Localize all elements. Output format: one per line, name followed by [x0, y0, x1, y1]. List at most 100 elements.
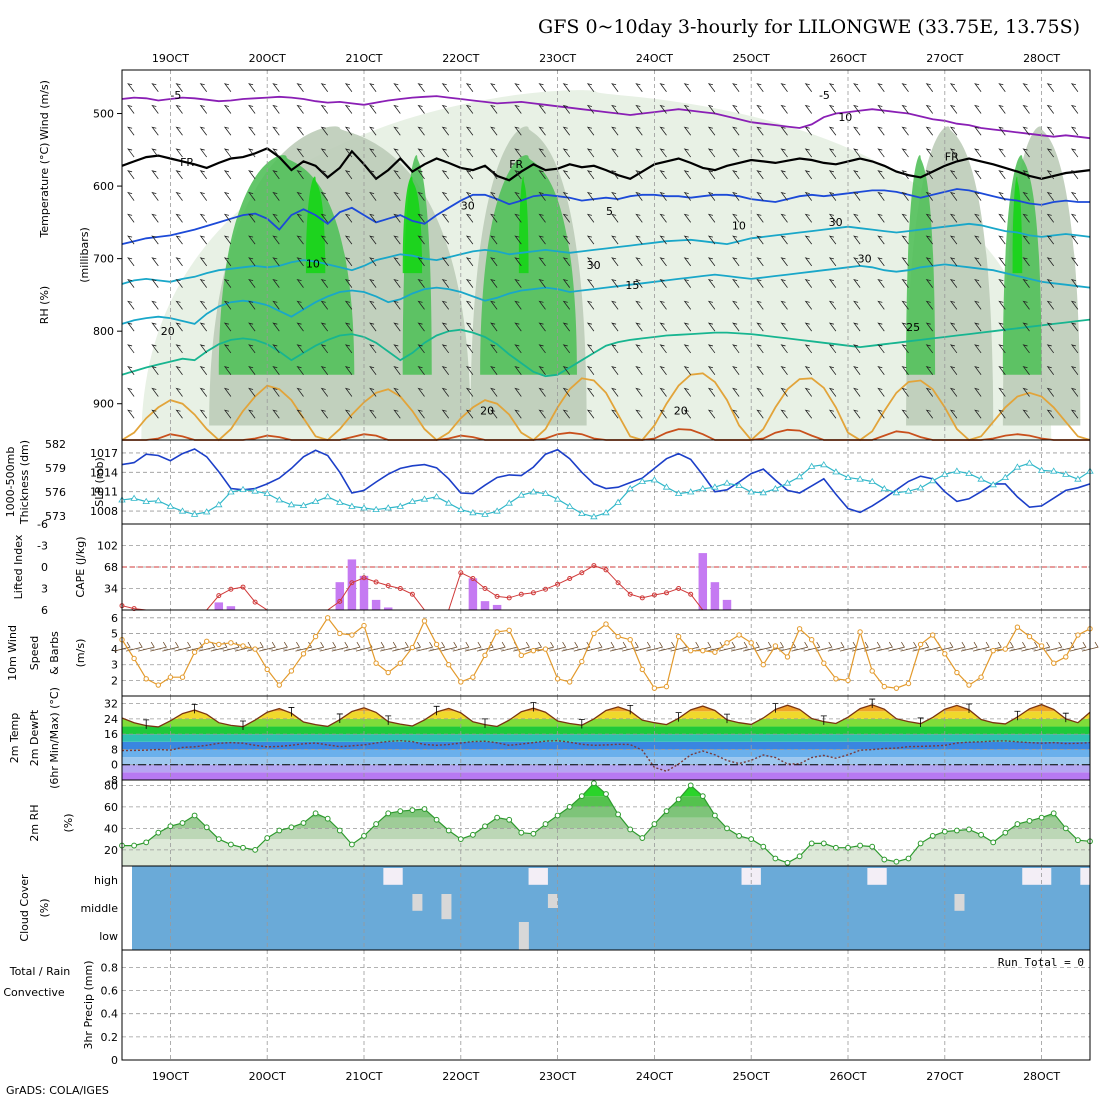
wind-barb	[295, 641, 313, 652]
wind-barb	[320, 300, 329, 310]
top-date-label: 23OCT	[539, 52, 576, 65]
rh-point	[760, 843, 767, 850]
wind-barb	[635, 104, 643, 114]
wind-barb	[804, 366, 813, 375]
wind-barb	[888, 641, 906, 652]
wind-barb	[127, 213, 135, 223]
wind-speed-point	[1038, 643, 1045, 649]
wind-barb	[199, 278, 208, 288]
wind-barb	[949, 366, 958, 375]
bottom-date-label: 28OCT	[1023, 1070, 1060, 1083]
wind-barb	[634, 641, 651, 652]
wind-barb	[271, 641, 288, 652]
wind-barb	[635, 409, 643, 419]
wind-barb	[731, 641, 748, 652]
wind-barb	[683, 83, 692, 93]
thickness-point	[348, 502, 356, 509]
side-label: & Barbs	[48, 631, 61, 675]
wind-barb	[804, 170, 813, 180]
li-point	[470, 575, 476, 581]
wind-barb	[561, 641, 579, 652]
wind-barb	[732, 213, 740, 223]
wind-barb	[827, 641, 845, 652]
wind-barb	[441, 191, 450, 201]
thickness-point	[299, 501, 308, 508]
wind-barb	[707, 148, 716, 158]
wind-barb	[1022, 83, 1030, 93]
rh-point	[615, 811, 621, 818]
wind-speed-point	[155, 682, 162, 688]
wind-barb	[369, 213, 377, 223]
wind-barb	[538, 191, 546, 201]
wind-barb	[344, 366, 353, 375]
wind-speed-point	[312, 633, 319, 640]
li-point	[639, 595, 645, 601]
wind-barb	[635, 387, 643, 397]
wind-barb	[877, 257, 885, 267]
wind-barb	[151, 213, 159, 223]
wind-barb	[659, 213, 667, 223]
wind-barb	[127, 170, 135, 180]
wind-barb	[296, 409, 304, 419]
rh-point	[506, 816, 513, 823]
wind-barb	[877, 278, 885, 288]
wind-speed-point	[990, 647, 996, 654]
wind-barb	[562, 213, 571, 223]
wind-barb	[901, 191, 909, 201]
wind-barb	[925, 83, 934, 93]
wind-barb	[901, 170, 909, 180]
wind-barb	[611, 387, 619, 397]
wind-barb	[248, 344, 256, 354]
wind-barb	[465, 278, 474, 288]
wind-barb	[756, 344, 764, 354]
wind-barb	[344, 322, 353, 332]
wind-barb	[998, 278, 1006, 288]
wind-barb	[562, 344, 571, 354]
wind-barb	[780, 257, 788, 267]
side-label: Total / Rain	[9, 965, 71, 978]
wind-speed-point	[167, 674, 174, 680]
wind-barb	[828, 104, 837, 114]
wind-barb	[611, 148, 619, 158]
wind-barb	[296, 83, 304, 93]
rh-point	[796, 853, 803, 860]
rh-point	[1075, 837, 1081, 844]
wind-barb	[828, 366, 837, 375]
bottom-date-label: 21OCT	[345, 1070, 382, 1083]
thickness-point	[154, 497, 163, 504]
wind-barb	[683, 170, 692, 180]
wind-barb	[417, 366, 425, 375]
li-point	[397, 586, 403, 591]
wind-barb	[416, 641, 434, 652]
wind-barb	[780, 387, 788, 397]
wind-barb	[369, 278, 377, 288]
wind-barb	[659, 104, 667, 114]
wind-barb	[925, 170, 934, 180]
wind-barb	[586, 322, 595, 332]
rh-tick-label: 80	[104, 779, 118, 792]
wind-barb	[538, 170, 546, 180]
rh-point	[1026, 817, 1033, 824]
wind-barb	[490, 126, 498, 136]
wind-barb	[465, 257, 474, 267]
wind-speed-point	[409, 644, 416, 651]
temp-band	[122, 726, 1090, 735]
cloud-row-label: high	[94, 874, 118, 887]
wind-barb	[828, 300, 837, 310]
wind-barb	[199, 387, 208, 397]
wind-speed-point	[591, 630, 597, 637]
wind-barb	[1070, 322, 1079, 332]
wind-barb	[344, 148, 353, 158]
wind-barb	[248, 257, 256, 267]
wind-barb	[756, 148, 764, 158]
wind-barb	[683, 387, 692, 397]
thickness-point	[820, 461, 828, 468]
wind-barb	[998, 170, 1006, 180]
wind-barb	[732, 104, 740, 114]
wind-speed-point	[700, 647, 706, 654]
thickness-point	[965, 469, 973, 476]
contour-label: 20	[480, 405, 494, 418]
li-point	[252, 599, 258, 605]
rh-point	[893, 858, 900, 865]
thickness-point	[590, 513, 598, 520]
